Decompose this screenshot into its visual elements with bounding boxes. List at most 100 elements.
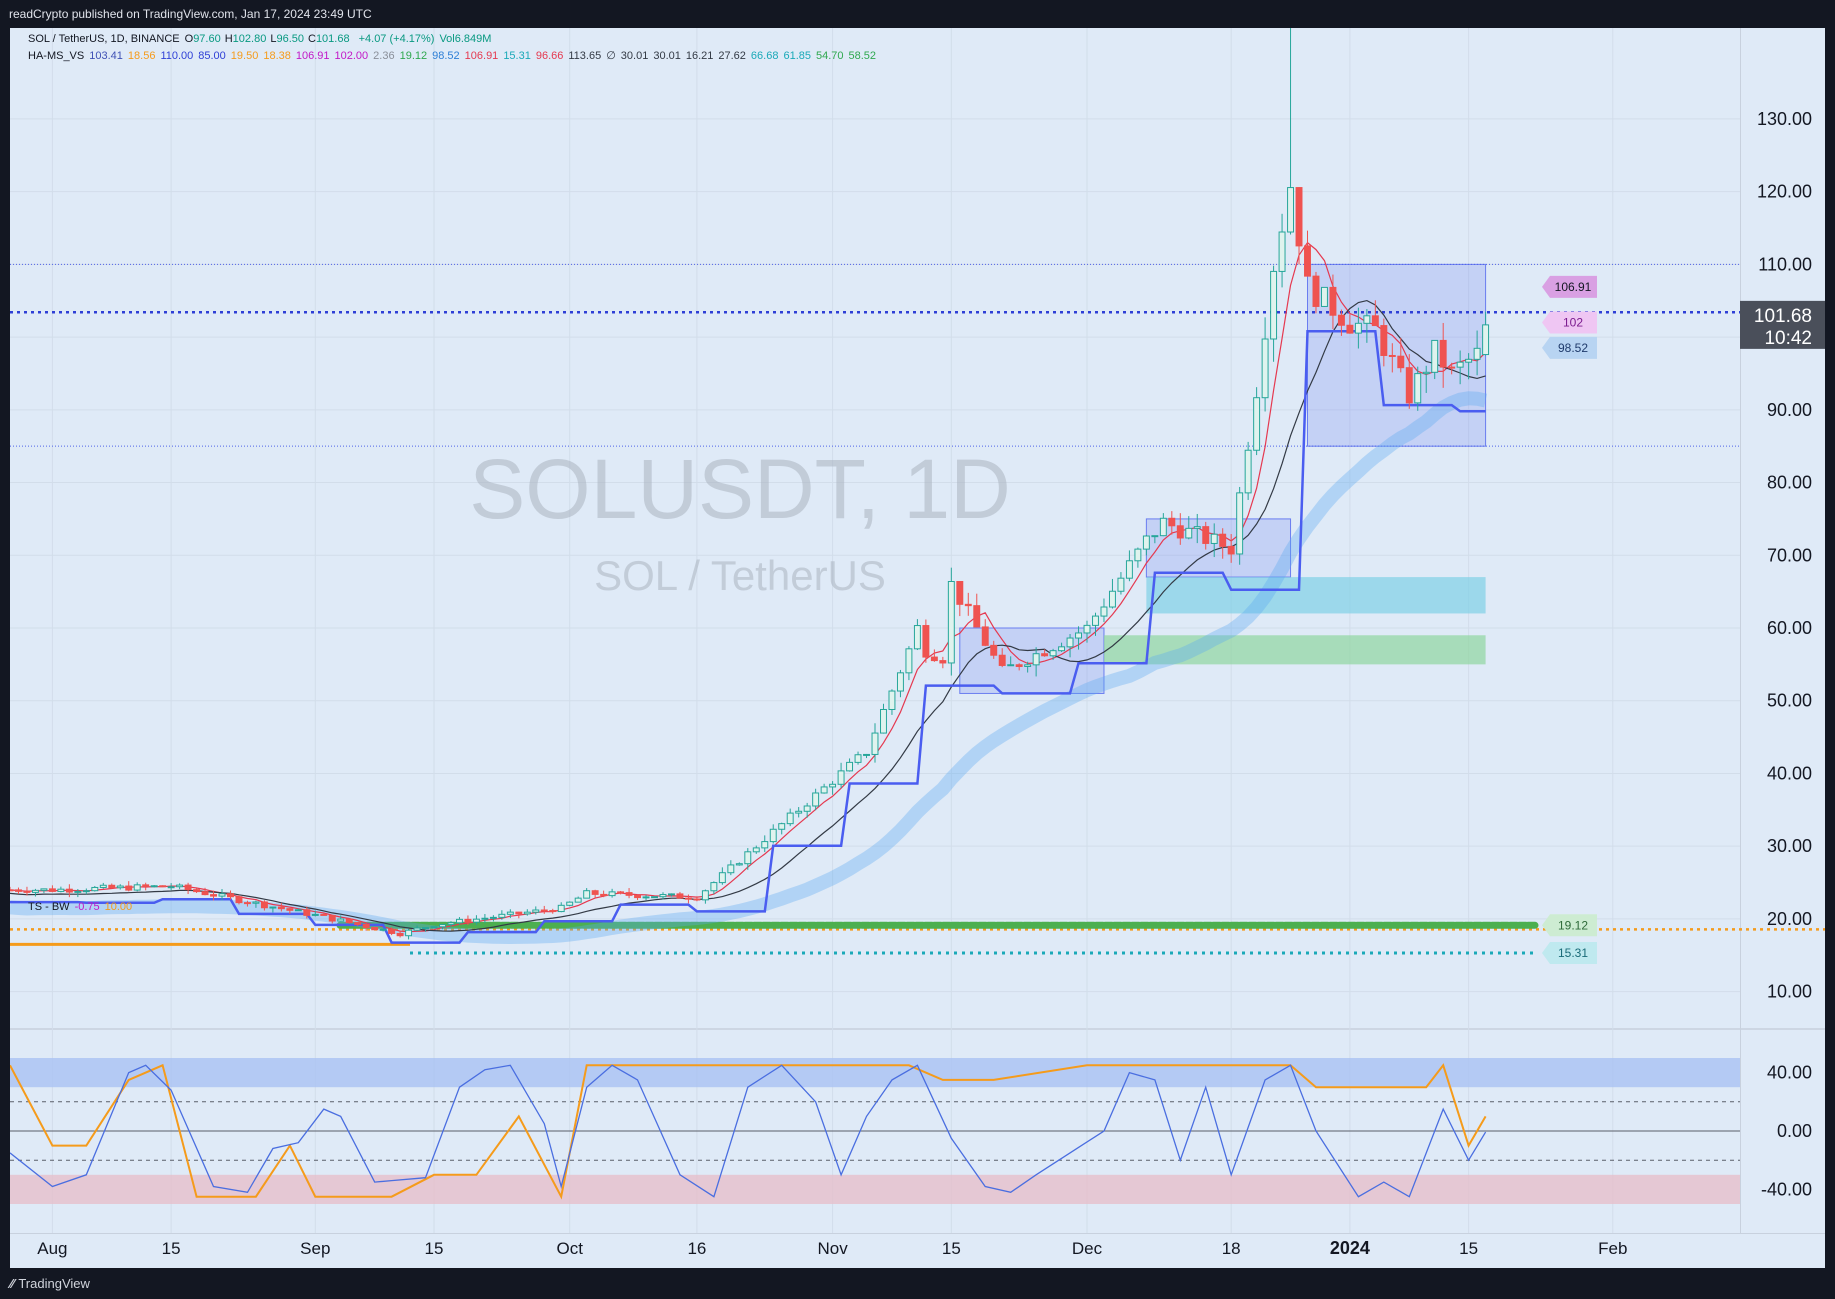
candle-body	[439, 924, 446, 928]
candle	[617, 890, 625, 895]
candle-body	[1100, 606, 1108, 617]
time-tick-label: 15	[425, 1239, 444, 1258]
candle	[1049, 648, 1057, 660]
footer-brand[interactable]: TradingView	[18, 1276, 90, 1291]
legend-indicator-value: 110.00	[160, 50, 194, 62]
candle-body	[549, 910, 557, 913]
legend-oscillator-value: -0.75	[74, 901, 100, 913]
time-tick-label: Oct	[556, 1239, 583, 1258]
candle	[1397, 337, 1405, 373]
candle	[379, 928, 387, 932]
candle	[133, 882, 141, 892]
candle-body	[481, 917, 489, 920]
candle-body	[167, 886, 175, 889]
candle	[481, 914, 489, 924]
candle	[1227, 534, 1235, 563]
candle	[159, 885, 167, 888]
candle-body	[523, 911, 531, 915]
candle-body	[1405, 367, 1413, 404]
candle	[405, 928, 413, 940]
step-line	[10, 330, 1486, 944]
legend-ohlc: O97.60 H102.80 L96.50 C101.68	[185, 33, 354, 45]
indicator-price-tag	[1542, 275, 1597, 298]
ma-ribbon	[9, 391, 1488, 945]
candle	[532, 906, 540, 915]
candle-body	[786, 812, 794, 825]
candle-body	[583, 890, 591, 899]
candle	[761, 835, 769, 853]
candle-body	[701, 890, 709, 901]
candle-body	[65, 888, 73, 893]
candle	[1007, 656, 1015, 667]
candle-body	[803, 805, 811, 812]
candle-body	[1380, 325, 1388, 356]
candle-body	[1227, 545, 1235, 555]
candle-body	[557, 904, 565, 913]
candle-body	[388, 928, 396, 934]
candle	[464, 915, 472, 926]
candle	[1244, 441, 1252, 500]
candle	[668, 893, 675, 897]
candle	[896, 669, 904, 698]
candle-body	[1337, 314, 1345, 326]
candle-body	[150, 885, 158, 888]
oscillator-tick-label: 0.00	[1777, 1121, 1812, 1141]
candle-body	[837, 770, 845, 785]
candle-body	[1346, 324, 1354, 334]
indicator-price-label: 102	[1563, 316, 1583, 330]
candle-body	[922, 625, 930, 658]
oscillator-tick-label: -40.00	[1761, 1179, 1812, 1199]
candle	[1108, 578, 1116, 609]
candle-body	[455, 918, 463, 924]
candle	[371, 926, 379, 931]
legend-indicator-values: 103.41 18.56 110.00 85.00 19.50 18.38 106.91 10…	[89, 50, 881, 62]
candle-body	[1295, 187, 1303, 247]
candle-body	[337, 918, 345, 922]
chart-svg[interactable]: SOLUSDT, 1D SOL / TetherUS 130.00 120.00 1…	[6, 28, 1825, 1268]
chart-frame[interactable]: SOLUSDT, 1D SOL / TetherUS 130.00 120.00 1…	[6, 28, 1825, 1268]
grid	[10, 28, 1825, 1234]
price-tick-label: 80.00	[1767, 473, 1812, 493]
candle	[846, 758, 854, 772]
candle	[65, 884, 73, 898]
candle-body	[489, 916, 497, 919]
candle	[1414, 366, 1422, 411]
legend-indicator-value: 66.68	[750, 50, 779, 62]
candle-body	[896, 672, 904, 692]
legend-indicator-value: 85.00	[198, 50, 226, 62]
candle-body	[973, 605, 981, 628]
candle-body	[1320, 286, 1328, 307]
candle	[888, 689, 896, 715]
candle	[176, 883, 184, 890]
candle-body	[634, 894, 642, 899]
candle	[1075, 626, 1082, 650]
candle	[820, 783, 828, 794]
candle	[566, 901, 574, 907]
candle	[6, 886, 14, 892]
oscillator-slow-line	[9, 1063, 1487, 1200]
candle	[40, 888, 48, 893]
candle-body	[676, 893, 684, 899]
candle-body	[1083, 624, 1091, 634]
candle	[1142, 534, 1150, 556]
candle	[1270, 265, 1278, 362]
candle-body	[422, 927, 430, 930]
candle	[778, 822, 786, 835]
candle-body	[888, 690, 896, 710]
candle-body	[269, 906, 277, 909]
price-tick-label: 40.00	[1767, 763, 1812, 783]
candle	[964, 592, 972, 616]
candle	[1185, 516, 1193, 540]
candle-body	[464, 918, 472, 923]
candle	[57, 886, 65, 893]
candle	[515, 911, 523, 919]
candle-body	[625, 892, 633, 896]
pane-separator	[10, 1028, 1825, 1030]
candle	[829, 781, 837, 795]
candle	[125, 881, 133, 892]
indicator-price-tag	[1542, 311, 1597, 334]
candle	[998, 648, 1006, 668]
candle-body	[744, 851, 752, 865]
main-indicators	[9, 241, 1825, 955]
candle-body	[1176, 525, 1184, 539]
